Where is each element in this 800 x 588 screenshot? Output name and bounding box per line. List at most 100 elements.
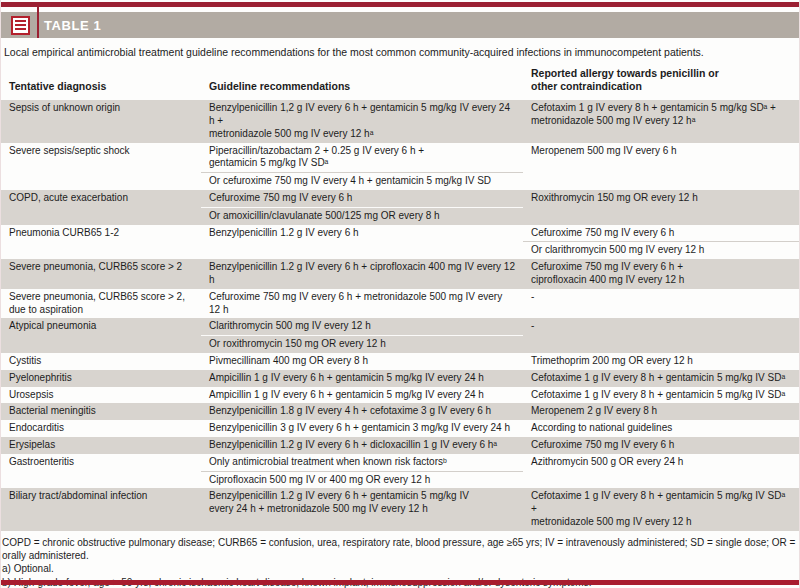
allergy-cell: Cefotaxime 1 g IV every 8 h + gentamicin…	[523, 488, 799, 530]
table-row: Severe pneumonia, CURB65 score > 2, due …	[1, 289, 799, 319]
table-row: Pneumonia CURB65 1-2Benzylpenicillin 1.2…	[1, 225, 799, 260]
table-row: EndocarditisBenzylpenicillin 3 g IV ever…	[1, 420, 799, 437]
cell-line: Cefotaxime 1 g IV every 8 h + gentamicin…	[523, 387, 799, 404]
cell-line: Urosepsis	[1, 387, 201, 404]
recommendations-cell: Benzylpenicillin 3 g IV every 6 h + gent…	[201, 420, 523, 437]
table-icon	[11, 16, 30, 35]
recommendations-cell: Ampicillin 1 g IV every 6 h + gentamicin…	[201, 387, 523, 404]
recommendations-cell: Cefuroxime 750 mg IV every 6 h + metroni…	[201, 289, 523, 319]
cell-line: Pyelonephritis	[1, 370, 201, 387]
table-icon-lines	[15, 20, 26, 31]
cell-line: According to national guidelines	[523, 420, 799, 437]
allergy-cell: Cefotaxim 1 g IV every 8 h + gentamicin …	[523, 100, 799, 142]
diagnosis-cell: Erysipelas	[1, 437, 201, 454]
table-title: TABLE 1	[44, 18, 101, 33]
diagnosis-cell: Severe sepsis/septic shock	[1, 143, 201, 190]
table-row: COPD, acute exacerbationCefuroxime 750 m…	[1, 190, 799, 225]
table-row: CystitisPivmecillinam 400 mg OR every 8 …	[1, 353, 799, 370]
cell-line: Only antimicrobial treatment when known …	[201, 454, 523, 471]
cell-line: Cefotaxime 1 g IV every 8 h + gentamicin…	[523, 370, 799, 387]
cell-line: COPD, acute exacerbation	[1, 190, 201, 207]
diagnosis-cell: Sepsis of unknown origin	[1, 100, 201, 142]
top-accent-bar	[1, 2, 799, 7]
allergy-cell: Cefotaxime 1 g IV every 8 h + gentamicin…	[523, 387, 799, 404]
allergy-cell: Azithromycin 500 g OR every 24 h	[523, 454, 799, 489]
cell-line: Gastroenteritis	[1, 454, 201, 471]
allergy-cell: Cefuroxime 750 mg IV every 6 hOr clarith…	[523, 225, 799, 260]
cell-line: Benzylpenicillin 1.2 g IV every 6 h + di…	[201, 437, 523, 454]
cell-line: Ampicillin 1 g IV every 6 h + gentamicin…	[201, 370, 523, 387]
cell-line: Cefuroxime 750 mg IV every 6 h + ciprofl…	[523, 259, 799, 289]
table-column-headers: Tentative diagnosis Guideline recommenda…	[1, 67, 799, 96]
cell-line: Sepsis of unknown origin	[1, 100, 201, 117]
table-row: PyelonephritisAmpicillin 1 g IV every 6 …	[1, 370, 799, 387]
diagnosis-cell: Atypical pneumonia	[1, 318, 201, 353]
table-row: ErysipelasBenzylpenicillin 1.2 g IV ever…	[1, 437, 799, 454]
header-divider	[37, 7, 39, 38]
cell-line: Cefuroxime 750 mg IV every 6 h	[523, 437, 799, 454]
cell-line: Or amoxicillin/clavulanate 500/125 mg OR…	[201, 207, 523, 225]
diagnosis-cell: Severe pneumonia, CURB65 score > 2, due …	[1, 289, 201, 319]
column-header-diagnosis: Tentative diagnosis	[1, 80, 201, 96]
diagnosis-cell: Endocarditis	[1, 420, 201, 437]
table-row: Sepsis of unknown originBenzylpenicillin…	[1, 100, 799, 142]
cell-line: Pneumonia CURB65 1-2	[1, 225, 201, 242]
cell-line: Benzylpenicillin 1.8 g IV every 4 h + ce…	[201, 403, 523, 420]
recommendations-cell: Benzylpenicillin 1.2 g IV every 6 h + ci…	[201, 259, 523, 289]
cell-line: Piperacillin/tazobactam 2 + 0.25 g IV ev…	[201, 143, 523, 173]
cell-line: Or clarithromycin 500 mg IV every 12 h	[523, 241, 799, 259]
cell-line: Cefotaxime 1 g IV every 8 h + gentamicin…	[523, 488, 799, 530]
allergy-cell: Cefotaxime 1 g IV every 8 h + gentamicin…	[523, 370, 799, 387]
cell-line: Bacterial meningitis	[1, 403, 201, 420]
diagnosis-cell: Biliary tract/abdominal infection	[1, 488, 201, 530]
cell-line: Ampicillin 1 g IV every 6 h + gentamicin…	[201, 387, 523, 404]
cell-line: Meropenem 2 g IV every 8 h	[523, 403, 799, 420]
footnote-abbreviations: COPD = chronic obstructive pulmonary dis…	[2, 536, 799, 563]
cell-line: -	[523, 289, 799, 306]
table-row: Severe pneumonia, CURB65 score > 2Benzyl…	[1, 259, 799, 289]
cell-line: Benzylpenicillin 1.2 g IV every 6 h	[201, 225, 523, 242]
allergy-cell: Meropenem 500 mg IV every 6 h	[523, 143, 799, 190]
cell-line: Pivmecillinam 400 mg OR every 8 h	[201, 353, 523, 370]
recommendations-cell: Pivmecillinam 400 mg OR every 8 h	[201, 353, 523, 370]
recommendations-cell: Benzylpenicillin 1,2 g IV every 6 h + ge…	[201, 100, 523, 142]
table-header-band: TABLE 1	[1, 12, 799, 38]
diagnosis-cell: COPD, acute exacerbation	[1, 190, 201, 225]
table-title-band: TABLE 1	[1, 12, 799, 38]
cell-line: Atypical pneumonia	[1, 318, 201, 335]
recommendations-cell: Piperacillin/tazobactam 2 + 0.25 g IV ev…	[201, 143, 523, 190]
cell-line: -	[523, 318, 799, 335]
allergy-cell: Cefuroxime 750 mg IV every 6 h + ciprofl…	[523, 259, 799, 289]
table-row: Bacterial meningitisBenzylpenicillin 1.8…	[1, 403, 799, 420]
cell-line: Cefuroxime 750 mg IV every 6 h	[523, 225, 799, 242]
table-body: Sepsis of unknown originBenzylpenicillin…	[1, 100, 799, 531]
cell-line: Cefotaxim 1 g IV every 8 h + gentamicin …	[523, 100, 799, 130]
diagnosis-cell: Urosepsis	[1, 387, 201, 404]
cell-line: Erysipelas	[1, 437, 201, 454]
cell-line: Severe pneumonia, CURB65 score > 2, due …	[1, 289, 201, 319]
cell-line: Benzylpenicillin 3 g IV every 6 h + gent…	[201, 420, 523, 437]
cell-line: Endocarditis	[1, 420, 201, 437]
allergy-cell: Cefuroxime 750 mg IV every 6 h	[523, 437, 799, 454]
footnote-a: a) Optional.	[2, 562, 799, 575]
recommendations-cell: Benzylpenicillin 1.8 g IV every 4 h + ce…	[201, 403, 523, 420]
allergy-cell: According to national guidelines	[523, 420, 799, 437]
cell-line: Or cefuroxime 750 mg IV every 4 h + gent…	[201, 172, 523, 190]
recommendations-cell: Clarithromycin 500 mg IV every 12 hOr ro…	[201, 318, 523, 353]
diagnosis-cell: Bacterial meningitis	[1, 403, 201, 420]
recommendations-cell: Benzylpenicillin 1.2 g IV every 6 h	[201, 225, 523, 260]
table-row: Severe sepsis/septic shockPiperacillin/t…	[1, 143, 799, 190]
diagnosis-cell: Pneumonia CURB65 1-2	[1, 225, 201, 260]
table-row: Atypical pneumoniaClarithromycin 500 mg …	[1, 318, 799, 353]
column-header-recommendations: Guideline recommendations	[201, 80, 523, 96]
cell-line: Azithromycin 500 g OR every 24 h	[523, 454, 799, 471]
allergy-cell: -	[523, 318, 799, 353]
cell-line: Ciprofloxacin 500 mg IV or 400 mg OR eve…	[201, 471, 523, 489]
cell-line: Cefuroxime 750 mg IV every 6 h	[201, 190, 523, 207]
table-figure-page: TABLE 1 Local empirical antimicrobial tr…	[0, 0, 800, 588]
cell-line: Benzylpenicillin 1.2 g IV every 6 h + ci…	[201, 259, 523, 289]
allergy-cell: -	[523, 289, 799, 319]
cell-line: Cefuroxime 750 mg IV every 6 h + metroni…	[201, 289, 523, 319]
cell-line: Benzylpenicillin 1,2 g IV every 6 h + ge…	[201, 100, 523, 142]
cell-line: Or roxithromycin 150 mg OR every 12 h	[201, 335, 523, 353]
